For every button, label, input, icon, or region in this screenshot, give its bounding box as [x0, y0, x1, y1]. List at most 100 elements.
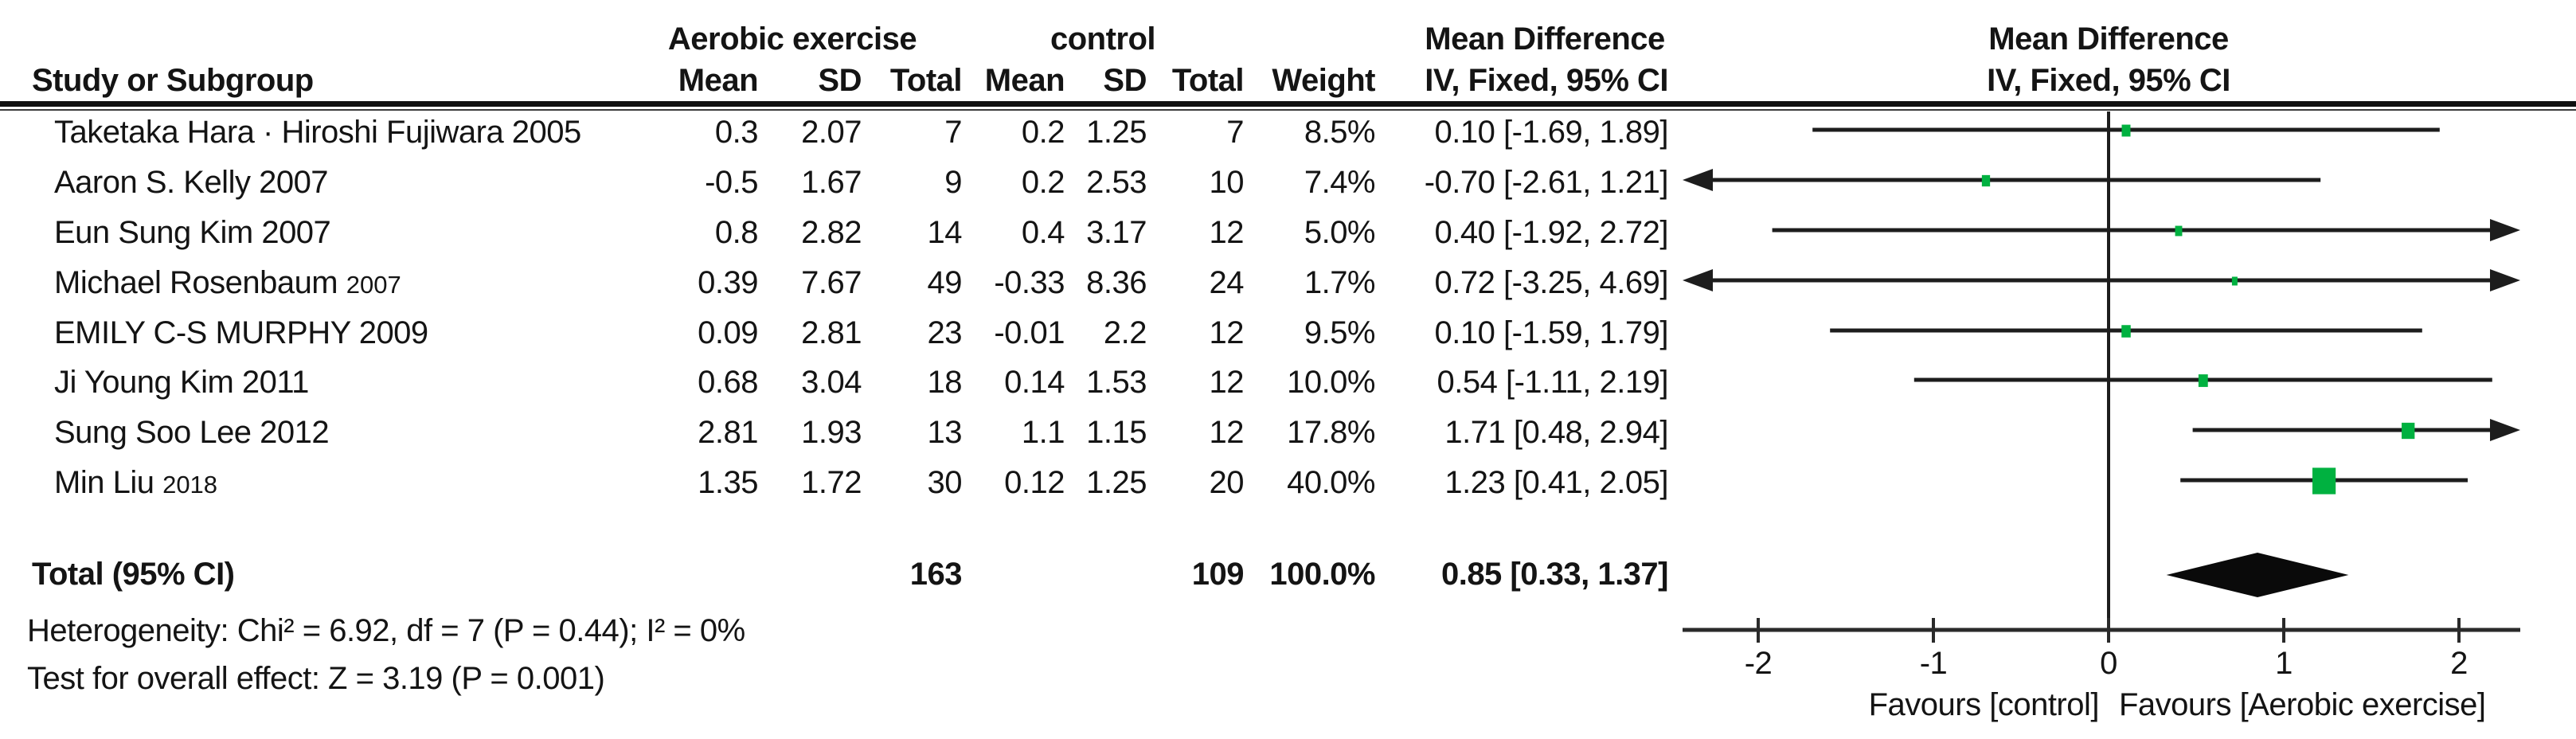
cell-sd2: 1.25 [1086, 115, 1147, 150]
cell-mean1: 0.09 [698, 315, 758, 350]
cell-mean1: 1.35 [698, 465, 758, 500]
cell-total1: 9 [944, 165, 962, 200]
cell-weight: 8.5% [1304, 115, 1376, 150]
cell-total1: 18 [927, 365, 963, 400]
cell-mean2: -0.01 [994, 315, 1065, 350]
col-header-mean1: Mean [678, 63, 759, 98]
cell-ci_text: 0.40 [-1.92, 2.72] [1434, 215, 1669, 250]
cell-weight: 40.0% [1287, 465, 1375, 500]
study-label: Min Liu 2018 [54, 464, 691, 503]
total-n1: 163 [909, 557, 963, 592]
cell-weight: 1.7% [1304, 265, 1376, 300]
cell-sd1: 2.07 [801, 115, 862, 150]
table-row: Michael Rosenbaum 2007 0.39 7.67 49 -0.33 8.3… [0, 264, 1672, 301]
ci-arrow-right [2490, 419, 2520, 441]
study-label: Eun Sung Kim 2007 [54, 214, 691, 251]
study-name: Aaron S. Kelly 2007 [54, 165, 329, 200]
col-header-ci: IV, Fixed, 95% CI [1425, 63, 1668, 98]
table-row: Eun Sung Kim 2007 0.8 2.82 14 0.4 3.17 12 5.0% 0… [0, 214, 1672, 251]
effect-marker [2198, 374, 2208, 387]
col-header-study: Study or Subgroup [32, 63, 314, 98]
cell-ci_text: 0.54 [-1.11, 2.19] [1437, 365, 1669, 400]
total-ci: 0.85 [0.33, 1.37] [1440, 557, 1669, 592]
cell-ci_text: 0.72 [-3.25, 4.69] [1434, 265, 1669, 300]
cell-mean1: 0.3 [714, 115, 759, 150]
table-row: Aaron S. Kelly 2007 -0.5 1.67 9 0.2 2.53 10 7.4… [0, 164, 1672, 201]
cell-mean2: 0.4 [1021, 215, 1065, 250]
cell-ci_text: 1.23 [0.41, 2.05] [1444, 465, 1668, 500]
cell-sd2: 1.15 [1086, 415, 1147, 450]
effect-marker [2231, 276, 2238, 286]
cell-mean2: 0.12 [1004, 465, 1065, 500]
total-row: Total (95% CI) 163 109 100.0% 0.85 [0.33… [0, 556, 1672, 592]
cell-total1: 14 [927, 215, 963, 250]
study-name: Taketaka Hara · Hiroshi Fujiwara 2005 [54, 115, 581, 150]
cell-weight: 5.0% [1304, 215, 1376, 250]
cell-mean1: 2.81 [698, 415, 758, 450]
ci-arrow-right [2490, 219, 2520, 241]
study-year: 2007 [346, 271, 401, 299]
study-label: Sung Soo Lee 2012 [54, 414, 691, 451]
cell-mean2: 0.14 [1004, 365, 1065, 400]
tick-label: 0 [2100, 646, 2117, 681]
cell-sd1: 2.82 [801, 215, 862, 250]
cell-total1: 49 [927, 265, 963, 300]
cell-ci_text: 0.10 [-1.59, 1.79] [1434, 315, 1669, 350]
effect-marker [2121, 124, 2131, 137]
study-label: Michael Rosenbaum 2007 [54, 264, 691, 303]
cell-sd1: 3.04 [801, 365, 862, 400]
favours-left-label: Favours [control] [1869, 687, 2099, 722]
cell-total2: 12 [1209, 215, 1245, 250]
cell-sd1: 1.67 [801, 165, 862, 200]
effect-marker [2402, 422, 2415, 440]
cell-weight: 10.0% [1287, 365, 1375, 400]
col-header-total2: Total [1171, 63, 1245, 98]
cell-sd2: 1.53 [1086, 365, 1147, 400]
ci-arrow-left [1683, 269, 1713, 291]
header-rule-thin [0, 109, 2576, 111]
cell-total1: 13 [927, 415, 963, 450]
cell-sd1: 2.81 [801, 315, 862, 350]
effect-marker [1981, 174, 1991, 187]
overall-effect-note: Test for overall effect: Z = 3.19 (P = 0… [27, 661, 605, 696]
pooled-diamond [2166, 553, 2349, 597]
cell-sd1: 1.72 [801, 465, 862, 500]
favours-right-label: Favours [Aerobic exercise] [2119, 687, 2486, 722]
study-year: 2018 [162, 471, 218, 499]
md-plot-title: Mean Difference [1988, 22, 2229, 57]
cell-ci_text: 0.10 [-1.69, 1.89] [1434, 115, 1669, 150]
cell-sd1: 1.93 [801, 415, 862, 450]
cell-mean2: 1.1 [1021, 415, 1065, 450]
study-name: Ji Young Kim 2011 [54, 365, 309, 400]
cell-mean2: -0.33 [994, 265, 1065, 300]
md-column-title: Mean Difference [1425, 22, 1665, 57]
group2-title: control [1050, 22, 1156, 57]
cell-total2: 10 [1209, 165, 1245, 200]
ci-arrow-right [2490, 269, 2520, 291]
study-name: Sung Soo Lee 2012 [54, 415, 330, 450]
cell-weight: 9.5% [1304, 315, 1376, 350]
table-row: Min Liu 2018 1.35 1.72 30 0.12 1.25 20 40.0% 1.2… [0, 464, 1672, 501]
cell-mean1: 0.8 [714, 215, 759, 250]
tick-label: 1 [2275, 646, 2293, 681]
col-header-sd2: SD [1103, 63, 1147, 98]
col-header-weight: Weight [1272, 63, 1375, 98]
cell-weight: 17.8% [1287, 415, 1375, 450]
study-name: Eun Sung Kim 2007 [54, 215, 331, 250]
cell-total1: 7 [944, 115, 962, 150]
cell-mean2: 0.2 [1021, 165, 1065, 200]
cell-mean2: 0.2 [1021, 115, 1065, 150]
cell-mean1: -0.5 [705, 165, 758, 200]
header-rule-thick [0, 101, 2576, 107]
total-weight: 100.0% [1269, 557, 1375, 592]
col-header-sd1: SD [818, 63, 862, 98]
table-row: Sung Soo Lee 2012 2.81 1.93 13 1.1 1.15 12 17.8… [0, 414, 1672, 451]
table-row: Ji Young Kim 2011 0.68 3.04 18 0.14 1.53 12 10.… [0, 364, 1672, 401]
cell-total2: 20 [1209, 465, 1245, 500]
study-name: Min Liu [54, 465, 154, 500]
total-label: Total (95% CI) [32, 557, 235, 592]
effect-marker [2121, 325, 2131, 338]
col-header-mean2: Mean [984, 63, 1065, 98]
